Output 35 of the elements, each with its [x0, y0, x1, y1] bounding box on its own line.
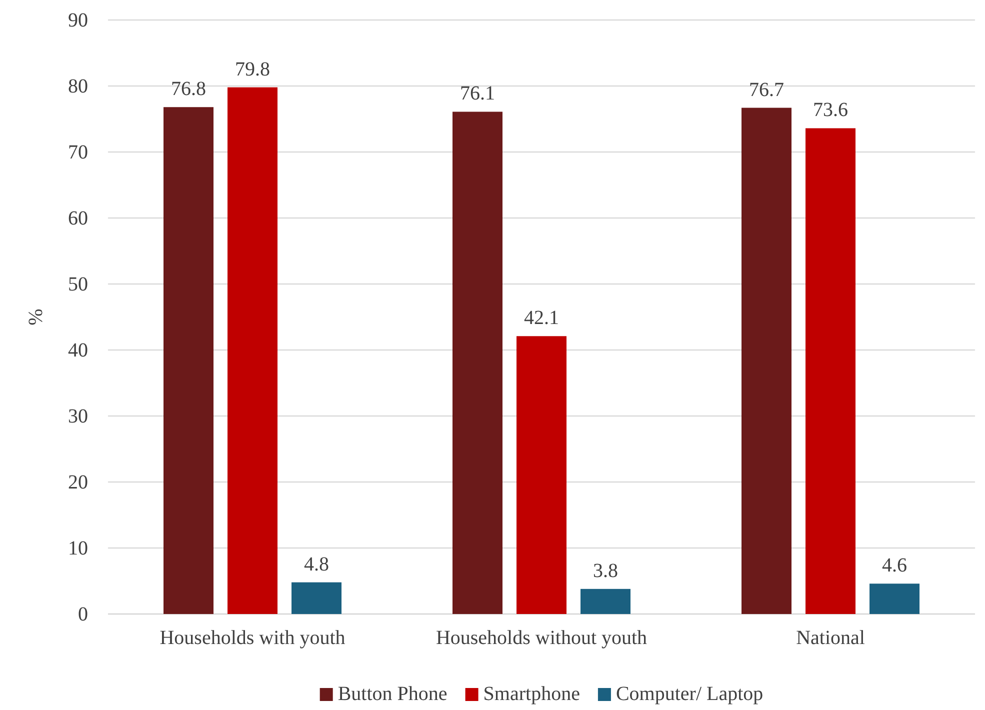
y-tick-label: 90: [68, 9, 88, 32]
data-label: 42.1: [524, 307, 559, 330]
y-tick-label: 70: [68, 141, 88, 164]
data-label: 4.8: [304, 553, 329, 576]
bar: [292, 582, 342, 614]
y-tick-label: 20: [68, 471, 88, 494]
x-tick-label: National: [796, 627, 866, 650]
bar: [228, 87, 278, 614]
bar: [580, 588, 630, 614]
y-tick-label: 30: [68, 405, 88, 428]
y-tick-label: 10: [68, 537, 88, 560]
legend-label: Smartphone: [483, 683, 580, 705]
x-tick-label: Households without youth: [436, 627, 648, 650]
y-tick-label: 80: [68, 75, 88, 98]
data-label: 76.7: [749, 78, 784, 101]
data-label: 73.6: [813, 99, 848, 122]
y-axis-title: %: [25, 308, 47, 326]
bar: [452, 112, 502, 614]
y-tick-label: 40: [68, 339, 88, 362]
y-tick-label: 60: [68, 207, 88, 230]
x-tick-label: Households with youth: [160, 627, 346, 650]
data-label: 79.8: [235, 58, 270, 80]
legend-label: Computer/ Laptop: [616, 683, 764, 705]
bar: [742, 108, 792, 614]
legend-label: Button Phone: [338, 683, 448, 705]
data-label: 76.1: [460, 82, 495, 105]
bar: [164, 107, 214, 614]
data-label: 3.8: [593, 560, 618, 582]
y-tick-label: 0: [78, 603, 88, 626]
y-tick-label: 50: [68, 273, 88, 296]
bar: [806, 128, 856, 614]
data-label: 4.6: [882, 554, 907, 577]
bar: [870, 584, 920, 614]
bar: [516, 336, 566, 614]
data-label: 76.8: [171, 78, 206, 100]
